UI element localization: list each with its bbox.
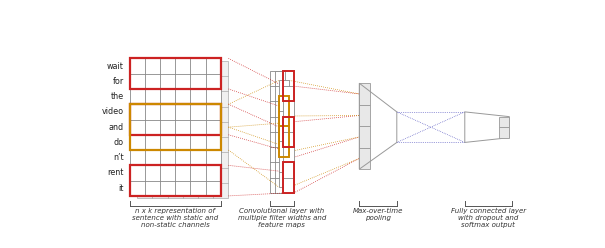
Bar xyxy=(279,80,289,187)
Text: do: do xyxy=(114,138,124,147)
Text: it: it xyxy=(119,184,124,193)
Bar xyxy=(129,165,221,196)
Bar xyxy=(499,117,509,127)
Bar xyxy=(129,58,221,89)
Text: Max-over-time
pooling: Max-over-time pooling xyxy=(353,208,404,221)
Bar xyxy=(129,104,221,135)
Bar xyxy=(129,59,221,196)
Bar xyxy=(359,148,370,169)
Bar xyxy=(270,71,281,193)
Text: wait: wait xyxy=(107,62,124,70)
Text: video: video xyxy=(102,107,124,116)
Bar xyxy=(359,105,370,126)
Text: n’t: n’t xyxy=(113,153,124,162)
Bar xyxy=(283,71,293,101)
Bar xyxy=(359,126,370,148)
Text: rent: rent xyxy=(108,168,124,178)
Text: Convolutional layer with
multiple filter widths and
feature maps: Convolutional layer with multiple filter… xyxy=(238,208,326,228)
Bar xyxy=(275,71,285,193)
Bar xyxy=(137,61,229,198)
Bar xyxy=(283,86,293,193)
Text: Fully connected layer
with dropout and
softmax output: Fully connected layer with dropout and s… xyxy=(451,208,526,228)
Bar xyxy=(359,83,370,105)
Bar xyxy=(129,104,221,150)
Bar xyxy=(283,117,293,147)
Text: for: for xyxy=(113,77,124,86)
Text: the: the xyxy=(111,92,124,101)
Text: n x k representation of
sentence with static and
non-static channels: n x k representation of sentence with st… xyxy=(132,208,218,228)
Bar xyxy=(279,96,289,126)
Text: and: and xyxy=(109,123,124,132)
Bar xyxy=(499,127,509,138)
Bar xyxy=(279,126,289,157)
Bar xyxy=(283,162,293,193)
